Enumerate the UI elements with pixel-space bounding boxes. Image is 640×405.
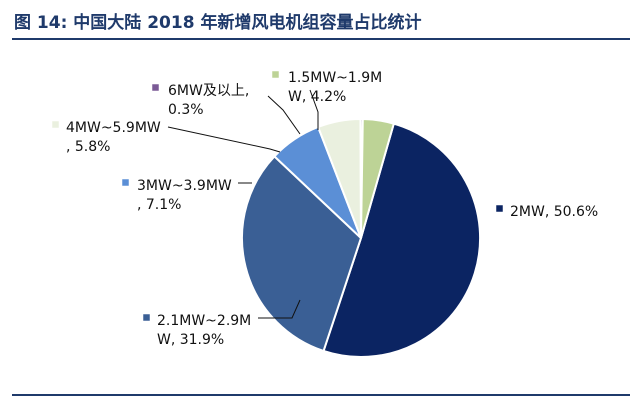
slice-label-2-line-1: 2.1MW~2.9M	[157, 313, 251, 329]
figure-title-bar: 图 14: 中国大陆 2018 年新增风电机组容量占比统计	[0, 0, 640, 40]
slice-label-6-line-2: W, 4.2%	[288, 89, 346, 105]
slice-labels: 2MW, 50.6% 2.1MW~2.9M W, 31.9% 3MW~3.9MW , 7…	[51, 70, 598, 348]
leader-line-5	[267, 95, 301, 135]
slice-label-3-line-2: , 7.1%	[137, 197, 181, 213]
pie-slice-2	[241, 154, 363, 353]
figure-title: 图 14: 中国大陆 2018 年新增风电机组容量占比统计	[14, 13, 422, 33]
leader-line-2	[258, 299, 301, 319]
slice-label-5-line-2: 0.3%	[168, 102, 204, 118]
slice-label-2-line-2: W, 31.9%	[157, 332, 224, 348]
slice-label-swatch-4	[51, 120, 60, 129]
slice-label-swatch-5	[151, 83, 160, 92]
slice-label-6-line-1: 1.5MW~1.9M	[288, 70, 382, 86]
bottom-divider	[12, 394, 630, 396]
slice-label-swatch-2	[142, 313, 151, 322]
slice-label-swatch-3	[121, 178, 130, 187]
pie-slice-1	[322, 122, 482, 359]
slice-label-1-line-1: 2MW, 50.6%	[510, 204, 598, 220]
slice-label-swatch-1	[495, 204, 504, 213]
pie-slice-6	[360, 117, 396, 239]
title-divider	[12, 38, 630, 40]
leader-lines	[167, 89, 319, 319]
slice-label-5-line-1: 6MW及以上,	[168, 83, 249, 99]
leader-line-6	[309, 89, 319, 130]
pie-slices	[241, 117, 482, 359]
leader-line-4	[167, 126, 281, 153]
slice-label-swatch-6	[271, 70, 280, 79]
slice-label-3-line-1: 3MW~3.9MW	[137, 178, 232, 194]
slice-label-4-line-1: 4MW~5.9MW	[66, 120, 161, 136]
slice-label-4-line-2: , 5.8%	[66, 139, 110, 155]
